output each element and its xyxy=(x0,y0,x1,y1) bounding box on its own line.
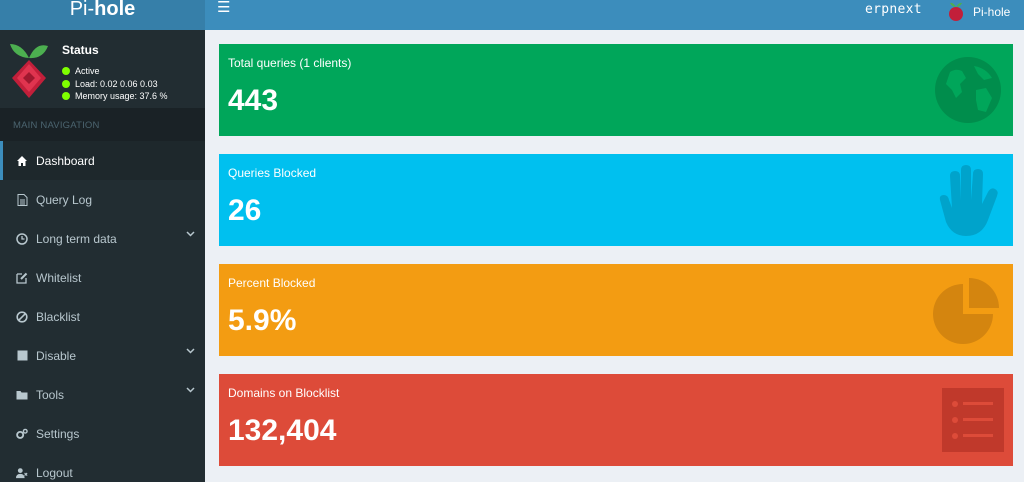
stat-label: Domains on Blocklist xyxy=(228,386,340,400)
logo-bold: hole xyxy=(94,0,136,20)
logo[interactable]: Pi-hole xyxy=(0,0,205,30)
sidebar-item-whitelist[interactable]: Whitelist xyxy=(0,258,205,297)
sidebar-item-long-term-data[interactable]: Long term data xyxy=(0,219,205,258)
sidebar-item-label: Query Log xyxy=(36,192,93,207)
sidebar-item-label: Dashboard xyxy=(36,153,95,168)
gears-icon xyxy=(16,428,28,440)
list-icon xyxy=(942,388,1004,452)
stat-box-total-queries: Total queries (1 clients) 443 xyxy=(219,44,1013,136)
top-navbar: ☰ erpnext Pi-hole xyxy=(205,0,1024,30)
stat-box-percent-blocked: Percent Blocked 5.9% xyxy=(219,264,1013,356)
sidebar-toggle-icon[interactable]: ☰ xyxy=(217,0,231,16)
sidebar-item-query-log[interactable]: Query Log xyxy=(0,180,205,219)
stop-icon xyxy=(16,350,28,362)
sidebar-item-label: Logout xyxy=(36,465,73,480)
chevron-down-icon xyxy=(186,387,195,393)
load-text: Load: 0.02 0.06 0.03 xyxy=(75,78,158,89)
sidebar-item-settings[interactable]: Settings xyxy=(0,414,205,453)
logo-prefix: Pi- xyxy=(69,0,95,20)
user-name: Pi-hole xyxy=(973,5,1011,19)
sidebar-item-disable[interactable]: Disable xyxy=(0,336,205,375)
stat-box-queries-blocked: Queries Blocked 26 xyxy=(219,154,1013,246)
hostname: erpnext xyxy=(865,2,922,17)
stat-label: Queries Blocked xyxy=(228,166,317,180)
folder-icon xyxy=(16,389,28,401)
memory-text: Memory usage: 37.6 % xyxy=(75,91,168,102)
sidebar-item-label: Blacklist xyxy=(36,309,81,324)
sidebar-item-logout[interactable]: Logout xyxy=(0,453,205,482)
sidebar-item-dashboard[interactable]: Dashboard xyxy=(0,141,205,180)
status-lines: Active Load: 0.02 0.06 0.03 Memory usage… xyxy=(62,65,168,103)
sidebar-item-label: Tools xyxy=(36,387,65,402)
status-panel: Status Active Load: 0.02 0.06 0.03 Memor… xyxy=(0,30,205,108)
stat-value: 5.9% xyxy=(228,304,297,337)
home-icon xyxy=(16,155,28,167)
pie-chart-icon xyxy=(933,278,999,344)
stat-value: 26 xyxy=(228,194,262,227)
user-menu[interactable]: Pi-hole xyxy=(947,0,1010,24)
status-text: Active xyxy=(75,66,100,77)
sidebar-item-blacklist[interactable]: Blacklist xyxy=(0,297,205,336)
edit-icon xyxy=(16,272,28,284)
status-dot-icon xyxy=(62,79,70,88)
sidebar-item-label: Settings xyxy=(36,426,80,441)
status-dot-icon xyxy=(62,67,70,76)
stat-label: Percent Blocked xyxy=(228,276,316,290)
pihole-logo-icon xyxy=(10,44,48,98)
sidebar: Status Active Load: 0.02 0.06 0.03 Memor… xyxy=(0,30,205,482)
status-dot-icon xyxy=(62,92,70,101)
status-line: Load: 0.02 0.06 0.03 xyxy=(62,78,168,91)
sidebar-item-label: Long term data xyxy=(36,231,117,246)
file-icon xyxy=(16,193,28,206)
status-line: Active xyxy=(62,65,168,78)
clock-icon xyxy=(16,232,28,245)
stat-value: 132,404 xyxy=(228,414,337,447)
stat-box-domains-blocklist: Domains on Blocklist 132,404 xyxy=(219,374,1013,466)
chevron-down-icon xyxy=(186,348,195,354)
ban-icon xyxy=(16,310,28,323)
globe-icon xyxy=(935,57,1001,123)
status-title: Status xyxy=(62,43,99,57)
user-times-icon xyxy=(16,467,28,479)
stat-value: 443 xyxy=(228,84,279,117)
sidebar-item-tools[interactable]: Tools xyxy=(0,375,205,414)
status-line: Memory usage: 37.6 % xyxy=(62,90,168,103)
nav-header: MAIN NAVIGATION xyxy=(0,108,205,141)
sidebar-item-label: Disable xyxy=(36,348,77,363)
stat-label: Total queries (1 clients) xyxy=(228,56,352,70)
hand-icon xyxy=(939,165,998,236)
sidebar-item-label: Whitelist xyxy=(36,270,82,285)
chevron-down-icon xyxy=(186,231,195,237)
pihole-avatar-icon xyxy=(949,2,963,21)
